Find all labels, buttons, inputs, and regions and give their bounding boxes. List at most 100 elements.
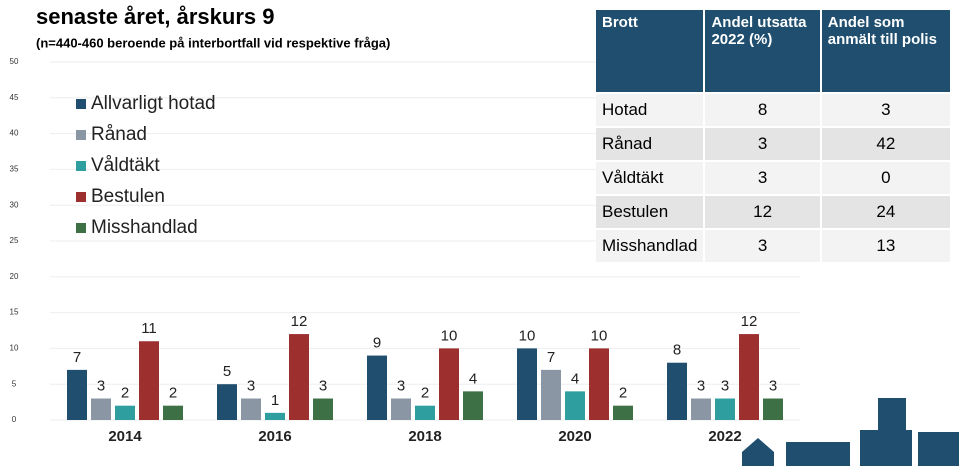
data-label: 12 <box>741 313 758 330</box>
bar <box>667 363 687 420</box>
header-cell: Andel utsatta 2022 (%) <box>704 10 820 93</box>
bar <box>313 399 333 420</box>
legend-label: Våldtäkt <box>91 155 160 176</box>
data-label: 3 <box>697 377 705 394</box>
bar <box>217 384 237 420</box>
bar <box>463 391 483 420</box>
y-tick-label: 25 <box>10 236 19 245</box>
bar <box>265 413 285 420</box>
y-tick-label: 15 <box>10 308 19 317</box>
y-tick-label: 40 <box>10 129 19 138</box>
legend-swatch <box>76 99 86 109</box>
x-tick-label: 2022 <box>708 428 741 445</box>
x-tick-label: 2018 <box>408 428 441 445</box>
data-label: 7 <box>547 349 555 366</box>
bar <box>517 348 537 420</box>
slide: senaste året, årskurs 9 (n=440-460 beroe… <box>0 0 959 466</box>
data-label: 3 <box>97 377 105 394</box>
data-label: 2 <box>169 385 177 402</box>
table-cell: 3 <box>821 93 951 127</box>
legend-swatch <box>76 130 86 140</box>
table-cell: 12 <box>704 195 820 229</box>
data-label: 12 <box>291 313 308 330</box>
data-label: 3 <box>721 377 729 394</box>
data-label: 3 <box>397 377 405 394</box>
data-label: 3 <box>769 377 777 394</box>
data-label: 10 <box>519 327 536 344</box>
bar <box>241 399 261 420</box>
bar <box>367 356 387 420</box>
bar <box>691 399 711 420</box>
table-cell: 8 <box>704 93 820 127</box>
bar <box>541 370 561 420</box>
x-tick-label: 2020 <box>558 428 591 445</box>
bar <box>139 341 159 420</box>
data-label: 2 <box>121 385 129 402</box>
table-cell: Våldtäkt <box>596 161 704 195</box>
table-cell: Bestulen <box>596 195 704 229</box>
bar <box>67 370 87 420</box>
table-cell: 0 <box>821 161 951 195</box>
header-cell: Andel som anmält till polis <box>821 10 951 93</box>
y-tick-label: 35 <box>10 165 19 174</box>
table-cell: 13 <box>821 229 951 262</box>
x-tick-label: 2016 <box>258 428 291 445</box>
data-label: 2 <box>421 385 429 402</box>
header-cell: Brott <box>596 10 704 93</box>
legend-swatch <box>76 223 86 233</box>
table-cell: 3 <box>704 161 820 195</box>
data-label: 3 <box>247 377 255 394</box>
bar <box>415 406 435 420</box>
bar <box>763 399 783 420</box>
legend-label: Bestulen <box>91 186 165 207</box>
data-label: 2 <box>619 385 627 402</box>
x-tick-label: 2014 <box>108 428 142 445</box>
legend-label: Allvarligt hotad <box>91 93 216 114</box>
legend-swatch <box>76 192 86 202</box>
data-label: 11 <box>141 320 157 337</box>
legend-swatch <box>76 161 86 171</box>
data-label: 4 <box>469 370 477 387</box>
bar <box>589 348 609 420</box>
data-label: 3 <box>319 377 327 394</box>
data-label: 10 <box>441 327 458 344</box>
y-tick-label: 5 <box>12 379 17 388</box>
data-label: 4 <box>571 370 579 387</box>
table-cell: 3 <box>704 127 820 161</box>
table-cell: Hotad <box>596 93 704 127</box>
y-tick-label: 20 <box>10 272 19 281</box>
bar <box>565 391 585 420</box>
data-label: 8 <box>673 342 681 359</box>
bar <box>163 406 183 420</box>
table-cell: Rånad <box>596 127 704 161</box>
y-tick-label: 30 <box>10 200 19 209</box>
y-tick-label: 45 <box>10 93 19 102</box>
chart-subtitle: (n=440-460 beroende på interbortfall vid… <box>36 35 390 50</box>
data-label: 1 <box>271 392 279 409</box>
bar <box>289 334 309 420</box>
y-tick-label: 10 <box>10 344 19 353</box>
bar <box>739 334 759 420</box>
data-label: 10 <box>591 327 608 344</box>
legend-label: Rånad <box>91 124 147 145</box>
data-label: 9 <box>373 335 381 352</box>
bar <box>439 348 459 420</box>
bar <box>115 406 135 420</box>
bar <box>613 406 633 420</box>
data-label: 5 <box>223 363 231 380</box>
y-tick-label: 0 <box>12 415 17 424</box>
data-label: 7 <box>73 349 81 366</box>
bar <box>91 399 111 420</box>
bar <box>715 399 735 420</box>
table-cell: Misshandlad <box>596 229 704 262</box>
legend-label: Misshandlad <box>91 217 198 238</box>
y-tick-label: 50 <box>10 57 19 66</box>
chart-title: senaste året, årskurs 9 <box>36 4 275 29</box>
